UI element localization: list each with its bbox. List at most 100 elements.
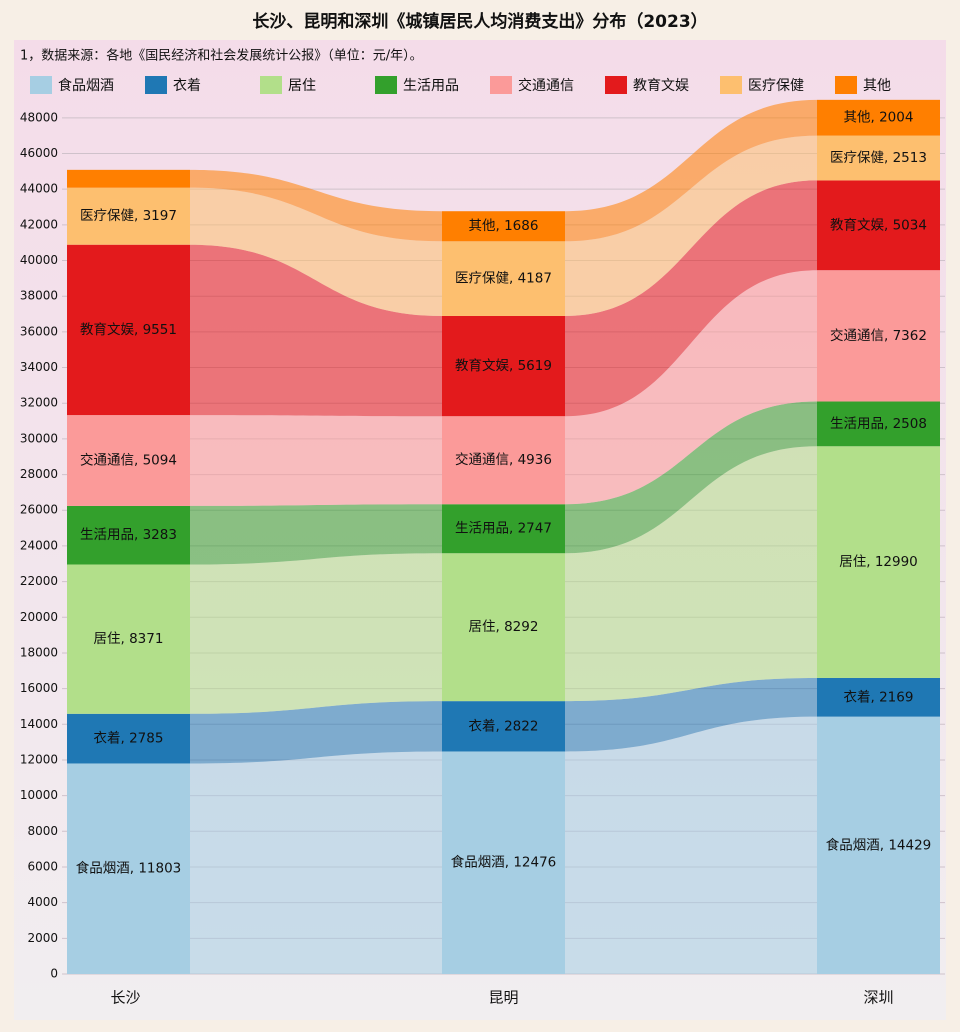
y-tick-label: 4000 — [27, 895, 58, 909]
legend-swatch — [605, 76, 627, 94]
data-label: 衣着, 2785 — [94, 730, 164, 747]
bar-segment — [442, 211, 565, 242]
y-tick-label: 46000 — [20, 146, 58, 160]
flow-ribbon — [190, 415, 442, 506]
legend-swatch — [720, 76, 742, 94]
flow-ribbon — [565, 135, 817, 316]
bar-segment — [67, 564, 190, 714]
bar-segment — [67, 244, 190, 416]
legend-swatch — [375, 76, 397, 94]
data-label: 交通通信, 4936 — [455, 451, 552, 468]
flow-ribbon — [565, 401, 817, 554]
data-label: 食品烟酒, 14429 — [826, 836, 932, 853]
data-label: 衣着, 2822 — [469, 717, 539, 734]
y-tick-label: 20000 — [20, 610, 58, 624]
data-label: 医疗保健, 4187 — [455, 271, 552, 287]
bar-segment — [67, 713, 190, 764]
bar-segment — [67, 415, 190, 506]
y-tick-label: 18000 — [20, 645, 58, 659]
legend-label: 生活用品 — [403, 78, 459, 94]
y-tick-label: 48000 — [20, 110, 58, 124]
legend-label: 其他 — [863, 78, 891, 94]
y-tick-label: 38000 — [20, 289, 58, 303]
y-tick-label: 36000 — [20, 324, 58, 338]
y-tick-label: 26000 — [20, 503, 58, 517]
flow-ribbon — [565, 270, 817, 505]
legend-label: 食品烟酒 — [58, 77, 114, 94]
data-label: 食品烟酒, 11803 — [76, 860, 182, 877]
y-tick-label: 24000 — [20, 538, 58, 552]
data-label: 交通通信, 7362 — [830, 327, 927, 344]
bar-segment — [817, 716, 940, 974]
legend-label: 教育文娱 — [633, 78, 689, 94]
bar-segment — [817, 677, 940, 717]
flow-ribbon — [565, 716, 817, 974]
legend-label: 交通通信 — [518, 77, 574, 94]
data-label: 食品烟酒, 12476 — [451, 854, 557, 871]
flow-ribbon — [190, 244, 442, 417]
data-label: 医疗保健, 2513 — [830, 150, 927, 166]
y-tick-label: 2000 — [27, 931, 58, 945]
data-label: 医疗保健, 3197 — [80, 208, 177, 224]
bar-segment — [817, 135, 940, 181]
bar-segment — [442, 701, 565, 752]
flow-ribbon — [565, 446, 817, 702]
bar-segment — [817, 99, 940, 136]
data-label: 教育文娱, 9551 — [80, 322, 177, 338]
legend-label: 医疗保健 — [748, 78, 804, 94]
bar-segment — [442, 416, 565, 505]
x-tick-label: 深圳 — [863, 989, 893, 1007]
y-tick-label: 22000 — [20, 574, 58, 588]
data-label: 生活用品, 2747 — [455, 521, 552, 537]
legend-swatch — [835, 76, 857, 94]
bar-segment — [817, 401, 940, 447]
data-label: 居住, 8292 — [469, 619, 539, 635]
flow-ribbon — [190, 504, 442, 565]
y-tick-label: 10000 — [20, 788, 58, 802]
bar-segment — [67, 187, 190, 245]
flow-ribbon — [565, 99, 817, 242]
data-label: 其他, 2004 — [844, 110, 914, 126]
y-tick-label: 16000 — [20, 681, 58, 695]
data-label: 居住, 12990 — [839, 554, 918, 570]
bar-segment — [442, 315, 565, 417]
bar-segment — [442, 751, 565, 974]
y-tick-label: 8000 — [27, 824, 58, 838]
y-tick-label: 34000 — [20, 360, 58, 374]
y-tick-label: 28000 — [20, 467, 58, 481]
y-tick-label: 14000 — [20, 717, 58, 731]
bar-segment — [817, 180, 940, 271]
y-tick-label: 30000 — [20, 431, 58, 445]
y-tick-label: 6000 — [27, 859, 58, 873]
y-tick-label: 12000 — [20, 752, 58, 766]
legend-swatch — [145, 76, 167, 94]
flow-ribbon — [565, 677, 817, 752]
y-tick-label: 40000 — [20, 253, 58, 267]
bar-segment — [817, 446, 940, 678]
bar-segment — [67, 763, 190, 974]
y-tick-label: 32000 — [20, 396, 58, 410]
legend-swatch — [30, 76, 52, 94]
flow-ribbon — [190, 553, 442, 714]
flow-ribbon — [565, 180, 817, 417]
legend-swatch — [260, 76, 282, 94]
data-label: 生活用品, 3283 — [80, 527, 177, 543]
flow-ribbon — [190, 169, 442, 242]
data-label: 衣着, 2169 — [844, 688, 914, 705]
bar-segment — [67, 505, 190, 565]
data-label: 生活用品, 2508 — [830, 416, 927, 432]
bar-segment — [67, 169, 190, 188]
flow-ribbon — [190, 751, 442, 974]
bar-segment — [442, 241, 565, 316]
x-tick-label: 昆明 — [488, 989, 518, 1007]
flow-ribbon — [190, 701, 442, 764]
data-label: 教育文娱, 5619 — [455, 358, 552, 374]
data-label: 教育文娱, 5034 — [830, 217, 927, 233]
bar-segment — [442, 504, 565, 554]
y-tick-label: 42000 — [20, 217, 58, 231]
data-label: 其他, 1686 — [469, 218, 539, 234]
data-label: 居住, 8371 — [94, 631, 164, 647]
subtitle: 1，数据来源：各地《国民经济和社会发展统计公报》（单位：元/年）。 — [20, 48, 423, 64]
y-tick-label: 44000 — [20, 182, 58, 196]
